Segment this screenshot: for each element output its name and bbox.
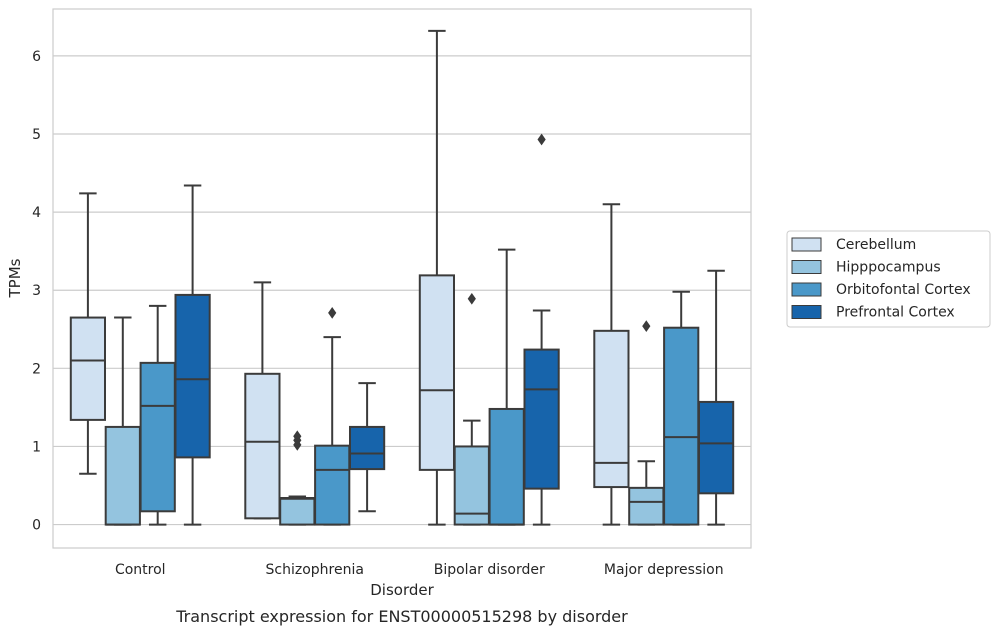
box-3-0 — [593, 203, 630, 526]
x-tick-labels: Control Schizophrenia Bipolar disorder Majo… — [115, 562, 724, 578]
y-tick-label: 4 — [32, 205, 41, 221]
box-0-3 — [174, 184, 211, 526]
legend-swatch — [791, 282, 822, 297]
y-axis-title: TPMs — [6, 258, 24, 298]
y-tick-label: 3 — [32, 283, 41, 299]
box-3-2 — [663, 290, 700, 526]
outlier-point — [293, 430, 302, 443]
outlier-point — [537, 133, 546, 146]
box-2-1 — [453, 292, 490, 526]
legend-label: Cerebellum — [836, 237, 916, 253]
box-iqr — [244, 372, 281, 520]
box-iqr — [69, 316, 107, 421]
box-iqr — [279, 497, 316, 526]
legend-label: Hipppocampus — [836, 260, 941, 276]
box-iqr — [314, 444, 351, 526]
x-tick-label: Control — [115, 562, 166, 578]
box-iqr — [523, 348, 560, 490]
legend-frame — [786, 230, 991, 328]
x-tick-label: Bipolar disorder — [434, 562, 545, 578]
box-2-3 — [523, 133, 560, 526]
boxes — [69, 29, 735, 526]
y-tick-label: 0 — [32, 518, 41, 534]
box-1-2 — [314, 306, 351, 526]
box-iqr — [104, 425, 141, 526]
outlier-point — [328, 306, 337, 319]
box-2-2 — [488, 248, 525, 526]
chart-caption: Transcript expression for ENST0000051529… — [175, 607, 628, 626]
y-tick-label: 1 — [32, 439, 41, 455]
box-iqr — [663, 326, 700, 526]
box-0-1 — [104, 316, 141, 526]
box-2-0 — [418, 29, 456, 526]
outlier-point — [642, 320, 651, 333]
box-iqr — [348, 425, 386, 471]
x-tick-label: Schizophrenia — [266, 562, 364, 578]
y-tick-labels: 0 1 2 3 4 5 6 — [32, 49, 41, 534]
legend-swatch — [791, 260, 822, 274]
box-iqr — [697, 400, 735, 495]
legend: Cerebellum Hipppocampus Orbitofontal Corte… — [786, 230, 991, 328]
x-axis-title: Disorder — [370, 581, 434, 599]
y-tick-label: 5 — [32, 127, 41, 143]
box-1-0 — [244, 281, 281, 520]
box-3-3 — [697, 269, 735, 526]
box-iqr — [418, 274, 456, 471]
legend-swatch — [791, 237, 822, 252]
y-tick-label: 2 — [32, 361, 41, 377]
box-iqr — [488, 407, 525, 526]
y-tick-label: 6 — [32, 49, 41, 65]
box-1-3 — [348, 382, 386, 513]
box-iqr — [453, 445, 490, 526]
legend-label: Orbitofontal Cortex — [836, 282, 971, 298]
legend-label: Prefrontal Cortex — [836, 305, 955, 321]
box-3-1 — [628, 320, 665, 526]
box-iqr — [593, 329, 630, 489]
box-iqr — [174, 293, 211, 459]
legend-swatch — [791, 305, 822, 319]
outlier-point — [467, 292, 476, 305]
x-tick-label: Major depression — [604, 562, 724, 578]
box-1-1 — [279, 430, 316, 526]
box-iqr — [139, 361, 176, 513]
box-iqr — [628, 486, 665, 526]
box-0-0 — [69, 192, 107, 475]
